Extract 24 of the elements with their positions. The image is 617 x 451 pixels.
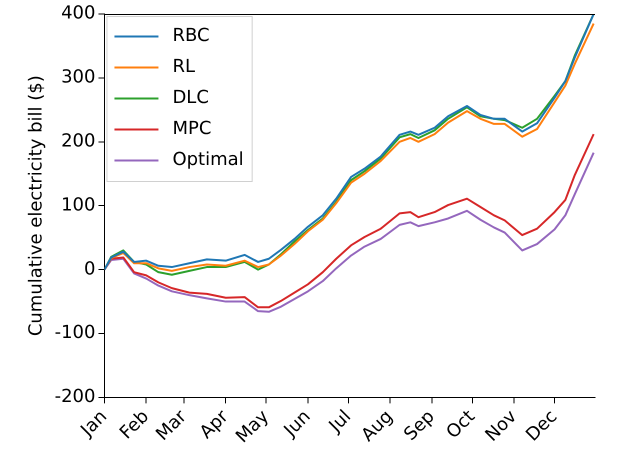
legend-label: RBC — [172, 25, 210, 46]
legend-label: Optimal — [172, 149, 244, 170]
x-tick-label: Jul — [324, 406, 356, 437]
legend-label: MPC — [172, 118, 212, 140]
y-tick-label: 300 — [61, 66, 96, 88]
x-tick-label: Oct — [442, 406, 480, 443]
y-tick-label: 200 — [61, 130, 96, 152]
x-tick-label: Dec — [522, 406, 562, 446]
x-tick-label: Jan — [76, 406, 112, 442]
x-tick-label: Nov — [481, 406, 522, 446]
y-tick-label: -200 — [54, 386, 96, 408]
x-tick-label: Sep — [400, 406, 439, 445]
y-tick-label: 400 — [61, 2, 96, 24]
y-tick-label: -100 — [54, 322, 96, 344]
x-tick-label: Feb — [116, 406, 154, 444]
y-tick-label: 100 — [61, 194, 96, 216]
legend-label: RL — [172, 56, 195, 78]
x-tick-label: Jun — [279, 406, 315, 442]
y-axis-title: Cumulative electricity bill ($) — [25, 75, 46, 336]
x-tick-label: Aug — [357, 406, 397, 446]
y-tick-label: 0 — [84, 258, 96, 280]
x-tick-label: Apr — [196, 406, 234, 443]
legend-label: DLC — [172, 87, 209, 108]
x-tick-label: Mar — [152, 406, 192, 445]
